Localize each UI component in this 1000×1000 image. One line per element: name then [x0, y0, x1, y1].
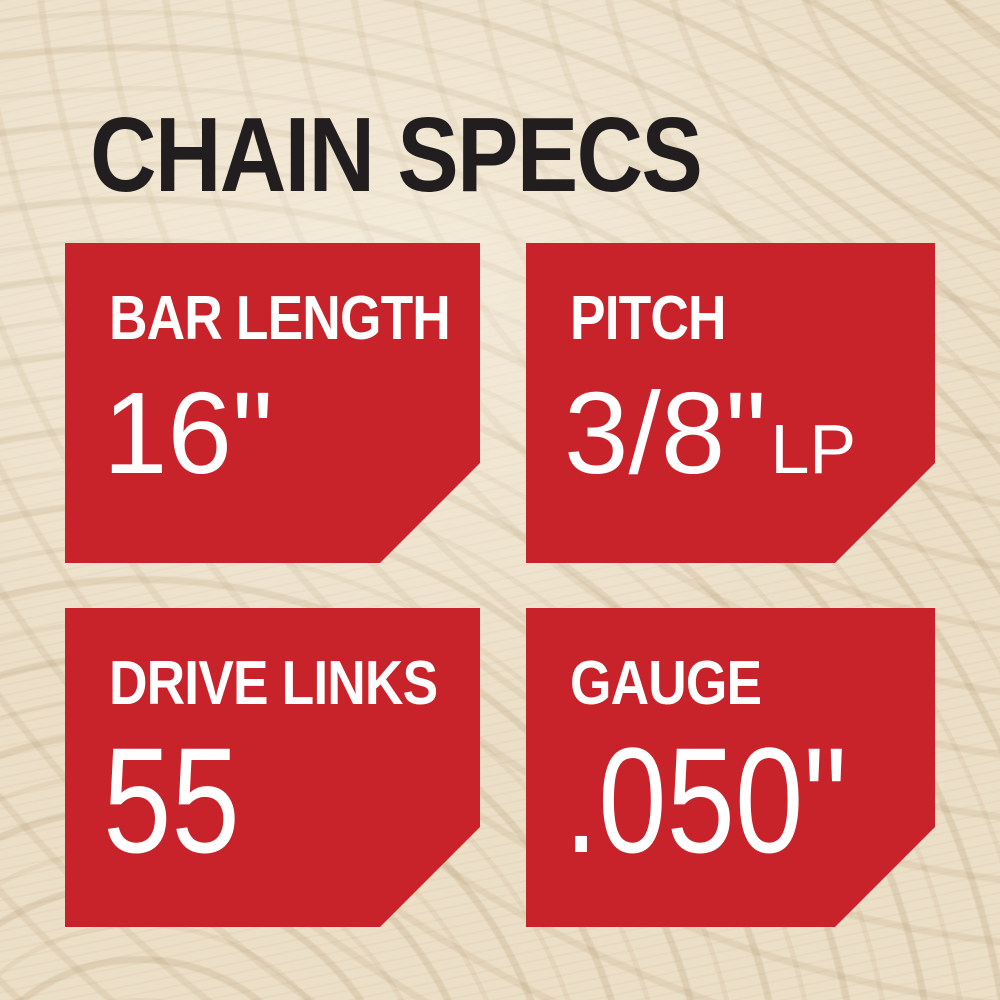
spec-value-suffix: LP	[770, 410, 857, 488]
spec-value-bar-length: 16"	[103, 375, 277, 491]
spec-value-text: 16"	[103, 368, 274, 498]
spec-card-bar-length: BAR LENGTH 16"	[65, 243, 480, 563]
spec-label-pitch: PITCH	[570, 284, 726, 353]
poster-title: CHAIN SPECS	[90, 96, 703, 214]
spec-value-drive-links: 55	[103, 725, 243, 875]
spec-card-gauge: GAUGE .050"	[526, 608, 935, 927]
spec-value-text: 3/8"	[564, 368, 767, 498]
spec-label-drive-links: DRIVE LINKS	[109, 649, 438, 718]
spec-card-drive-links: DRIVE LINKS 55	[65, 608, 480, 927]
spec-value-gauge: .050"	[564, 725, 850, 875]
spec-value-pitch: 3/8"LP	[564, 375, 856, 491]
spec-value-text: .050"	[564, 716, 848, 884]
spec-label-bar-length: BAR LENGTH	[109, 284, 450, 353]
spec-value-text: 55	[103, 716, 240, 884]
spec-card-pitch: PITCH 3/8"LP	[526, 243, 935, 563]
spec-label-gauge: GAUGE	[570, 649, 762, 718]
